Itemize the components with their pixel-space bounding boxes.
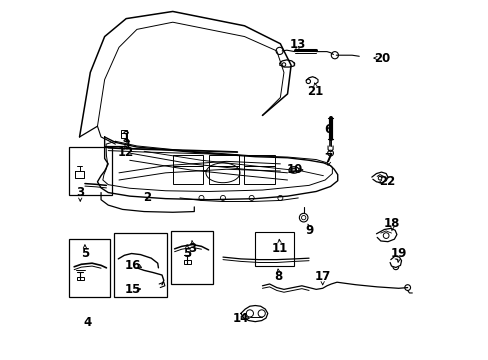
Bar [171,231,213,284]
Text: 6: 6 [324,123,332,136]
Bar [172,166,203,184]
Text: 2: 2 [143,192,151,204]
Text: 8: 8 [274,270,282,283]
Bar [244,155,274,166]
Text: 4: 4 [83,316,91,329]
Text: 20: 20 [374,51,390,64]
Text: 12: 12 [117,146,133,159]
Text: 7: 7 [324,152,332,165]
Text: 18: 18 [383,217,400,230]
Text: 15: 15 [124,283,141,296]
Bar [113,233,166,297]
Bar [69,147,112,195]
Text: 3: 3 [76,186,84,199]
Bar [208,166,239,184]
Bar [244,166,274,184]
Text: 3: 3 [188,242,196,255]
Bar [183,260,190,264]
Bar [254,232,293,266]
Bar [69,239,110,297]
Bar [172,155,203,166]
Text: 19: 19 [390,247,406,260]
Text: 17: 17 [314,270,330,283]
Bar [121,130,127,138]
Text: 21: 21 [307,85,323,98]
Text: 11: 11 [271,242,287,255]
Text: 14: 14 [232,311,248,325]
Bar [208,155,239,166]
Text: 22: 22 [378,175,394,188]
Text: 16: 16 [125,259,141,272]
Text: 9: 9 [305,224,312,238]
Text: 5: 5 [183,247,191,260]
Text: 10: 10 [286,163,302,176]
Text: 5: 5 [81,247,89,260]
Text: 13: 13 [289,38,305,51]
Text: 1: 1 [123,139,132,152]
Bar [77,277,83,280]
